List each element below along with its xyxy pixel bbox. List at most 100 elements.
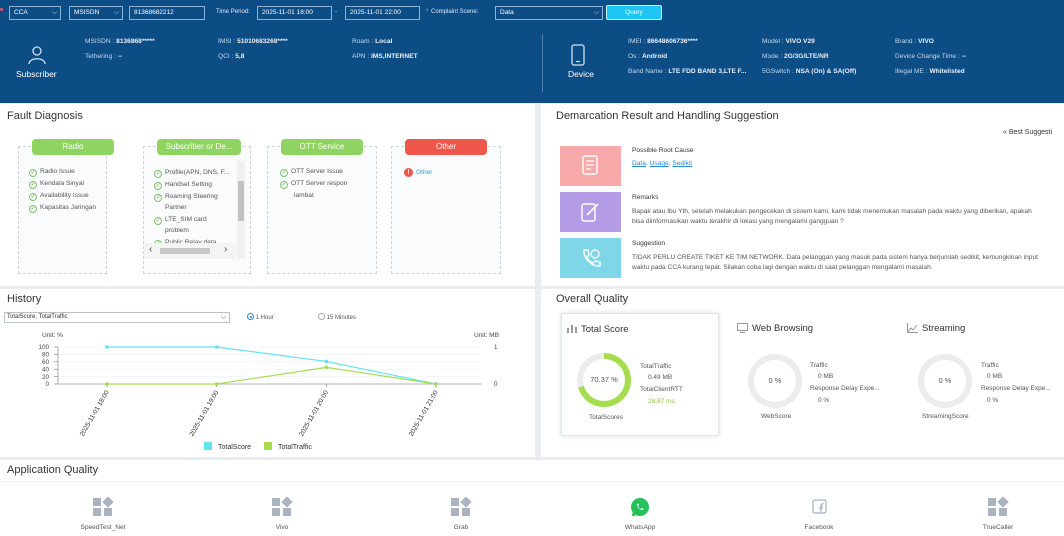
app-truecaller[interactable]: TrueCaller xyxy=(948,496,1048,531)
scrollbar-thumb[interactable] xyxy=(238,181,244,221)
fault-item: ✓ Roaming Steering xyxy=(154,193,218,202)
chevron-left-icon[interactable]: ‹ xyxy=(149,244,153,255)
band-name-field: Band Name : LTE FDD BAND 3,LTE F... xyxy=(628,68,746,75)
quality-card-title: Web Browsing xyxy=(752,323,814,334)
radio-1hour[interactable]: 1 Hour xyxy=(247,313,274,321)
fault-item-label: Other xyxy=(416,169,433,176)
apn-field: APN : IMS,INTERNET xyxy=(352,53,418,60)
score-value: 0 % xyxy=(754,360,796,402)
fault-card-other: Other ! Other xyxy=(391,139,501,274)
fault-item-cont: Partner xyxy=(165,204,187,211)
device-change-time-field: Device Change Time : -- xyxy=(895,53,966,60)
metric-label: Response Delay Expe... xyxy=(981,385,1051,392)
remarks-label: Remarks xyxy=(632,194,659,201)
apn-value: IMS,INTERNET xyxy=(371,53,418,60)
app-name: Grab xyxy=(453,524,469,531)
app-vivo[interactable]: Vivo xyxy=(232,496,332,531)
best-suggestion-label: Best Suggesti xyxy=(1008,129,1053,136)
imsi-label: IMSI : xyxy=(218,38,236,45)
msisdn-input[interactable]: 81368682212 xyxy=(129,6,205,20)
chevron-right-icon[interactable]: › xyxy=(224,244,228,255)
fault-item: ✓ Kapasitas Jaringan xyxy=(29,204,96,213)
quality-card-web-browsing[interactable]: Web Browsing 0 % Traffic 0 MB Response D… xyxy=(728,313,888,436)
score-caption: StreamingScore xyxy=(922,413,969,420)
quality-card-streaming[interactable]: Streaming 0 % Traffic 0 MB Response Dela… xyxy=(898,313,1062,436)
time-end-input[interactable]: 2025-11-01 22:00 xyxy=(345,6,420,20)
qci-label: QCI : xyxy=(218,53,234,60)
fault-item-label: Profile(APN, DNS, F... xyxy=(165,169,230,176)
score-ring: 0 % xyxy=(918,354,972,408)
fault-item-label: Public Relay data xyxy=(165,239,216,246)
app-grid-icon xyxy=(93,496,114,516)
fault-card-subscriber-or-device: Subscriber or De... ✓ Profile(APN, DNS, F… xyxy=(143,139,251,274)
radio-checked-icon xyxy=(247,313,254,320)
fault-card-title: Other xyxy=(405,139,487,155)
check-circle-icon: ✓ xyxy=(29,193,37,201)
metric-label: TotalClientRTT xyxy=(640,386,683,393)
scrollbar[interactable] xyxy=(237,161,245,259)
history-title: History xyxy=(7,293,42,305)
scrollbar-thumb[interactable] xyxy=(160,248,210,254)
fault-item: ✓ OTT Server respon xyxy=(280,180,347,189)
overall-quality-title: Overall Quality xyxy=(556,293,629,305)
subscriber-header: CCA ⌵ MSISDN ⌵ 81368682212 Time Period: 20… xyxy=(0,0,1064,103)
score-ring: 0 % xyxy=(748,354,802,408)
quality-card-title: Total Score xyxy=(581,324,629,335)
score-ring: 70.37 % xyxy=(577,353,631,407)
left-axis-unit: Unit: % xyxy=(42,332,63,339)
device-title: Device xyxy=(568,69,594,79)
whatsapp-icon xyxy=(631,498,649,517)
illegal-me-value: Whitelisted xyxy=(929,68,965,75)
fault-item-label: Availability Issue xyxy=(40,192,89,199)
check-circle-icon: ✓ xyxy=(280,169,288,177)
horizontal-scrollbar[interactable]: ‹ › xyxy=(144,243,236,259)
best-suggestion-toggle[interactable]: « Best Suggesti xyxy=(1003,129,1052,136)
app-facebook[interactable]: Facebook xyxy=(769,497,869,531)
subscriber-title: Subscriber xyxy=(16,69,57,79)
msisdn-input-value: 81368682212 xyxy=(134,9,174,16)
fiveg-switch-value: NSA (On) & SA(Off) xyxy=(795,68,857,75)
fault-item-label: Kendala Sinyal xyxy=(40,180,84,187)
imei-label: IMEI : xyxy=(628,38,646,45)
metric-value: 0 MB xyxy=(818,373,834,380)
x-tick-label: 2025-11-01 21:00 xyxy=(408,389,440,437)
app-grab[interactable]: Grab xyxy=(411,496,511,531)
check-circle-icon: ✓ xyxy=(29,181,37,189)
legend-label: TotalTraffic xyxy=(278,444,312,451)
device-change-time-label: Device Change Time : xyxy=(895,53,960,60)
data-point xyxy=(324,359,329,364)
fault-item[interactable]: ! Other xyxy=(404,168,433,177)
document-icon xyxy=(582,155,598,175)
check-circle-icon: ✓ xyxy=(154,182,162,190)
qci-field: QCI : 5,8 xyxy=(218,53,244,60)
complaint-scene-select[interactable]: Data ⌵ xyxy=(495,6,603,20)
monitor-icon xyxy=(737,323,748,333)
time-start-value: 2025-11-01 18:00 xyxy=(262,9,313,16)
check-circle-icon: ✓ xyxy=(29,169,37,177)
suggestion-label: Suggestion xyxy=(632,240,665,247)
chevron-down-icon: ⌵ xyxy=(593,9,599,16)
fault-item-label: Radio Issue xyxy=(40,168,75,175)
root-cause-link[interactable]: Usage xyxy=(649,160,669,167)
region-select[interactable]: CCA ⌵ xyxy=(9,6,61,20)
chevron-down-icon: ⌵ xyxy=(113,9,119,16)
band-name-label: Band Name : xyxy=(628,68,667,75)
app-speedtest[interactable]: SpeedTest_Net xyxy=(53,496,153,531)
x-tick-label: 2025-11-01 20:00 xyxy=(298,389,330,437)
score-caption: TotalScores xyxy=(589,414,623,421)
fault-scroll-area[interactable]: ✓ Profile(APN, DNS, F... ✓ Handset Setting… xyxy=(144,161,236,259)
quality-card-total[interactable]: Total Score 70.37 % TotalTraffic 0.49 MB… xyxy=(561,313,719,436)
check-circle-icon: ✓ xyxy=(280,181,288,189)
fault-item: ✓ Kendala Sinyal xyxy=(29,180,84,189)
root-cause-link[interactable]: Sedikit xyxy=(672,160,693,167)
demarcation-panel xyxy=(541,104,1064,286)
app-name: WhatsApp xyxy=(624,524,656,531)
metric-select[interactable]: TotalScore, TotalTraffic ⌵ xyxy=(4,312,230,323)
radio-15min[interactable]: 15 Minutes xyxy=(318,313,356,321)
id-type-select[interactable]: MSISDN ⌵ xyxy=(69,6,123,20)
query-button[interactable]: Query xyxy=(606,5,662,20)
time-start-input[interactable]: 2025-11-01 18:00 xyxy=(257,6,332,20)
fault-card-title: Radio xyxy=(32,139,114,155)
app-whatsapp[interactable]: WhatsApp xyxy=(590,497,690,531)
root-cause-link[interactable]: Data xyxy=(632,160,646,167)
